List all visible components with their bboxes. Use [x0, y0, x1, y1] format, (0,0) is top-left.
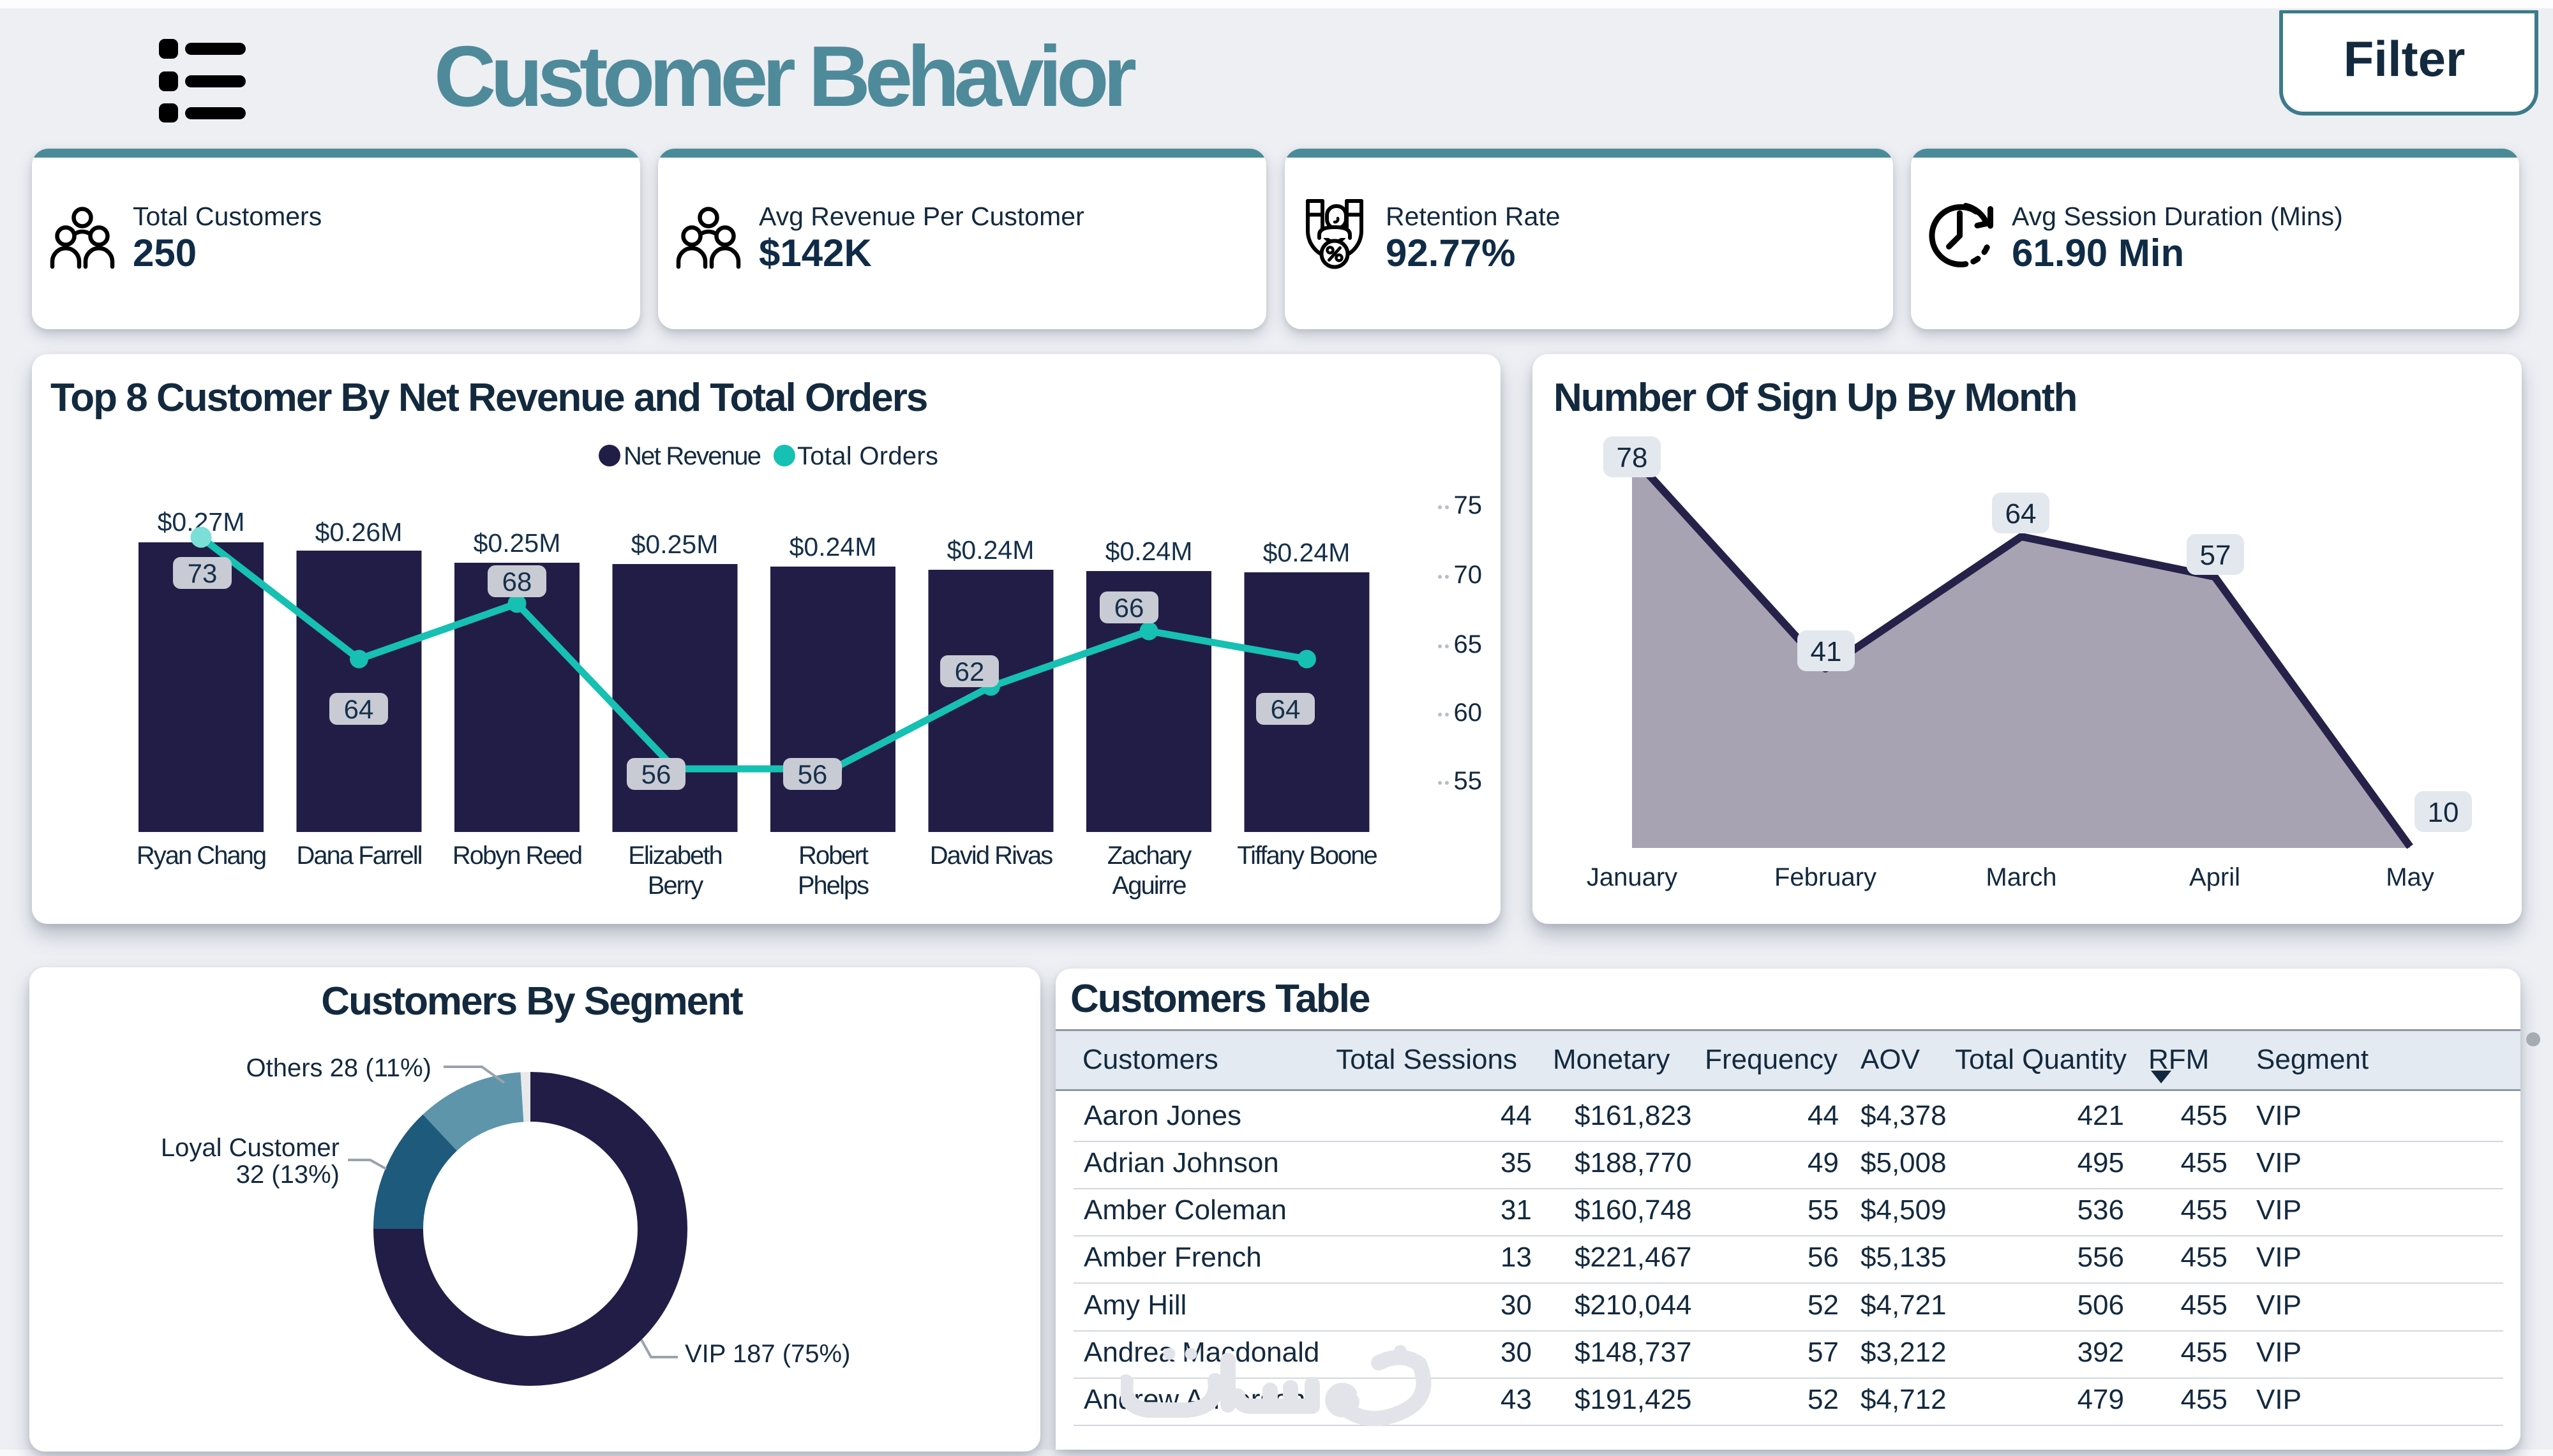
svg-text:March: March — [1986, 863, 2056, 891]
svg-text:10: 10 — [2428, 797, 2459, 828]
svg-text:$0.24M: $0.24M — [1263, 538, 1351, 567]
svg-text:Loyal Customer: Loyal Customer — [161, 1134, 340, 1162]
svg-text:Total Orders: Total Orders — [797, 442, 938, 470]
svg-text:Net Revenue: Net Revenue — [624, 442, 761, 470]
svg-text:32 (13%): 32 (13%) — [236, 1161, 340, 1189]
svg-text:Tiffany Boone: Tiffany Boone — [1237, 842, 1377, 870]
svg-text:$0.26M: $0.26M — [315, 517, 403, 547]
svg-text:April: April — [2189, 863, 2240, 891]
svg-text:64: 64 — [2005, 498, 2037, 530]
svg-text:56: 56 — [798, 759, 828, 789]
svg-text:February: February — [1774, 863, 1876, 891]
svg-text:75: 75 — [1454, 491, 1483, 519]
svg-text:$0.24M: $0.24M — [1105, 537, 1193, 566]
svg-text:64: 64 — [344, 694, 374, 724]
svg-text:56: 56 — [641, 759, 671, 789]
svg-text:David Rivas: David Rivas — [930, 842, 1052, 870]
svg-text:$0.25M: $0.25M — [631, 530, 719, 559]
svg-text:66: 66 — [1114, 593, 1144, 623]
svg-text:VIP 187 (75%): VIP 187 (75%) — [685, 1340, 850, 1368]
svg-text:64: 64 — [1271, 694, 1301, 724]
svg-text:55: 55 — [1454, 767, 1483, 795]
svg-text:41: 41 — [1811, 636, 1842, 667]
svg-text:January: January — [1587, 863, 1677, 891]
svg-text:73: 73 — [188, 558, 218, 588]
svg-text:$0.24M: $0.24M — [947, 535, 1035, 565]
svg-text:62: 62 — [955, 657, 985, 687]
svg-text:Others 28 (11%): Others 28 (11%) — [246, 1054, 432, 1082]
svg-text:$0.24M: $0.24M — [790, 532, 877, 561]
svg-text:60: 60 — [1454, 699, 1483, 727]
svg-text:Dana Farrell: Dana Farrell — [296, 842, 421, 870]
svg-text:Ryan Chang: Ryan Chang — [137, 842, 266, 870]
svg-text:65: 65 — [1454, 630, 1483, 658]
svg-text:$0.25M: $0.25M — [474, 528, 561, 558]
svg-text:70: 70 — [1454, 561, 1483, 589]
svg-text:May: May — [2386, 863, 2434, 891]
svg-text:78: 78 — [1617, 442, 1648, 473]
svg-text:Robyn Reed: Robyn Reed — [453, 842, 581, 870]
svg-text:57: 57 — [2200, 540, 2231, 571]
svg-text:68: 68 — [502, 567, 532, 597]
